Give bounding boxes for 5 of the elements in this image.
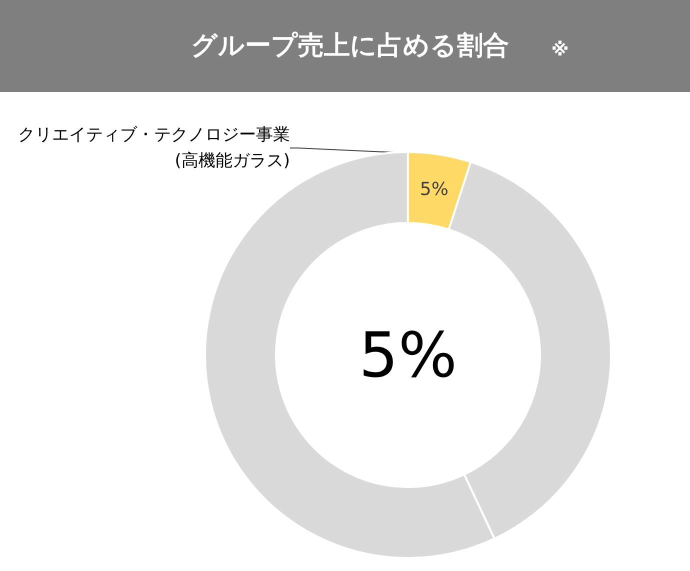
slice-label: クリエイティブ・テクノロジー事業 (高機能ガラス) xyxy=(18,125,290,171)
text: ※ xyxy=(551,40,569,60)
text: 5% xyxy=(358,318,458,392)
data-label: 5% xyxy=(420,179,448,200)
chart-title: グループ売上に占める割合 xyxy=(191,31,509,61)
